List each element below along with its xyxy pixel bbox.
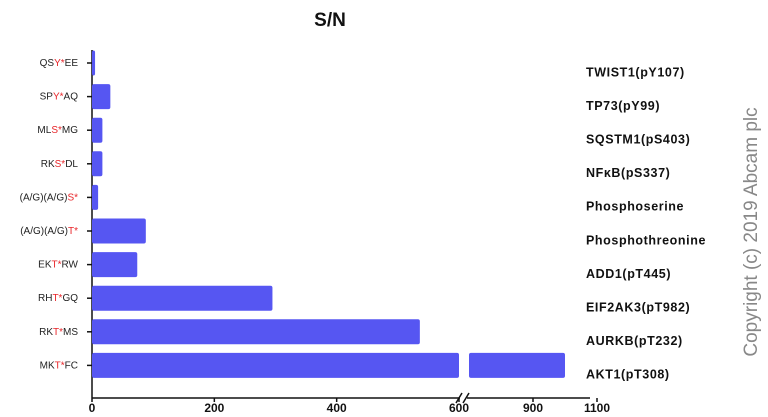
label-part: Y*	[54, 58, 65, 69]
bar	[92, 117, 103, 143]
y-tick-label: RKT*MS	[39, 326, 78, 337]
chart-title: S/N	[314, 10, 346, 31]
y-tick-label: EKT*RW	[38, 259, 78, 270]
label-part: SP	[40, 91, 54, 102]
label-part: RH	[38, 293, 52, 304]
right-label: EIF2AK3(pT982)	[586, 300, 690, 314]
bar	[92, 319, 420, 345]
bar	[92, 84, 111, 110]
right-label: TP73(pY99)	[586, 99, 660, 113]
y-tick-label: SPY*AQ	[40, 91, 79, 102]
y-tick-label: MKT*FC	[40, 360, 78, 371]
y-tick-label: MLS*MG	[37, 125, 78, 136]
label-part: S*	[67, 192, 78, 203]
x-tick-label: 900	[523, 401, 543, 415]
x-tick-label: 1100	[584, 401, 610, 415]
right-label: TWIST1(pY107)	[586, 65, 685, 79]
right-label: AURKB(pT232)	[586, 334, 683, 348]
label-part: S*	[55, 158, 66, 169]
label-part: MK	[40, 360, 55, 371]
label-part: ML	[37, 125, 51, 136]
label-part: T*	[53, 326, 63, 337]
label-part: DL	[65, 158, 78, 169]
label-part: RW	[62, 259, 79, 270]
label-part: GQ	[62, 293, 78, 304]
right-label: SQSTM1(pS403)	[586, 132, 690, 146]
x-tick-label: 200	[204, 401, 224, 415]
label-part: S*	[51, 125, 62, 136]
label-part: T*	[52, 259, 62, 270]
label-part: MG	[62, 125, 78, 136]
bar	[469, 352, 565, 378]
label-part: EK	[38, 259, 52, 270]
label-part: EE	[65, 58, 79, 69]
bar	[92, 151, 103, 177]
bar	[92, 252, 138, 278]
right-label: AKT1(pT308)	[586, 368, 670, 382]
label-part: (A/G)(A/G)	[20, 226, 68, 237]
bar	[92, 50, 96, 76]
bar	[92, 184, 99, 210]
label-part: Y*	[53, 91, 64, 102]
watermark: Copyright (c) 2019 Abcam plc	[741, 107, 762, 356]
right-label: NFκB(pS337)	[586, 166, 670, 180]
y-tick-label: RHT*GQ	[38, 293, 78, 304]
label-part: (A/G)(A/G)	[20, 192, 68, 203]
label-part: FC	[65, 360, 78, 371]
label-part: T*	[52, 293, 62, 304]
y-tick-label: (A/G)(A/G)S*	[20, 192, 78, 203]
y-tick-label: RKS*DL	[41, 158, 79, 169]
y-tick-label: (A/G)(A/G)T*	[20, 226, 78, 237]
bar	[92, 352, 459, 378]
label-part: RK	[41, 158, 55, 169]
right-label: Phosphothreonine	[586, 233, 706, 247]
right-label: Phosphoserine	[586, 200, 684, 214]
label-part: MS	[63, 326, 78, 337]
x-tick-label: 600	[449, 401, 469, 415]
label-part: AQ	[64, 91, 79, 102]
label-part: T*	[68, 226, 78, 237]
bar	[92, 285, 273, 311]
y-tick-label: QSY*EE	[40, 58, 79, 69]
label-part: QS	[40, 58, 55, 69]
label-part: T*	[55, 360, 65, 371]
x-tick-label: 0	[89, 401, 96, 415]
x-tick-label: 400	[327, 401, 347, 415]
bar	[92, 218, 146, 244]
right-label: ADD1(pT445)	[586, 267, 671, 281]
label-part: RK	[39, 326, 53, 337]
